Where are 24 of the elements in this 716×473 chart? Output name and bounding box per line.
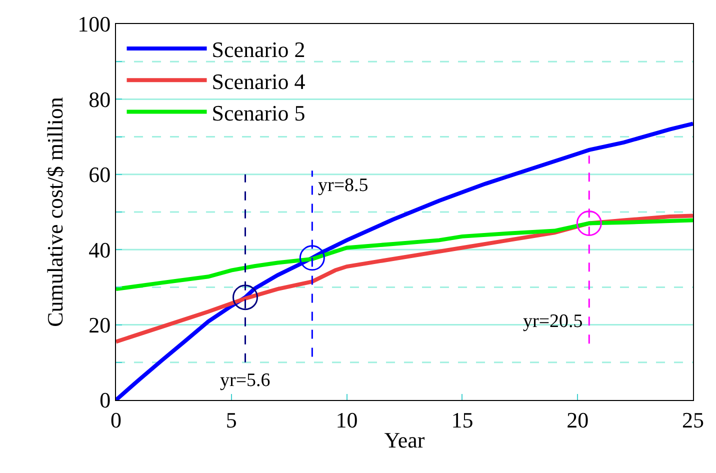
x-tick-label: 5 bbox=[226, 407, 237, 432]
x-tick-label: 25 bbox=[682, 407, 704, 432]
y-tick-label: 20 bbox=[88, 312, 111, 338]
y-tick-label: 100 bbox=[78, 12, 111, 37]
y-tick-label: 0 bbox=[100, 388, 111, 413]
line-series bbox=[116, 122, 693, 400]
x-tick-label: 10 bbox=[336, 407, 358, 432]
point bbox=[232, 284, 258, 310]
annotation: yr=8.5 bbox=[318, 175, 368, 196]
y-tick-label: 80 bbox=[88, 86, 111, 112]
legend-label: Scenario 4 bbox=[212, 68, 306, 94]
legend-label: Scenario 2 bbox=[212, 37, 306, 62]
point bbox=[299, 245, 325, 271]
x-tick-label: 15 bbox=[451, 407, 474, 432]
line-series bbox=[116, 218, 693, 292]
x-tick-label: 20 bbox=[566, 407, 589, 432]
annotation: yr=20.5 bbox=[523, 311, 583, 332]
legend-label: Scenario 5 bbox=[212, 100, 306, 126]
y-tick-label: 40 bbox=[88, 237, 111, 262]
y-axis-title: Cumulative cost/$ million bbox=[42, 97, 68, 327]
point bbox=[576, 210, 602, 236]
y-tick-label: 60 bbox=[88, 162, 111, 188]
annotation: yr=5.6 bbox=[220, 370, 270, 391]
x-axis-title: Year bbox=[384, 427, 426, 452]
